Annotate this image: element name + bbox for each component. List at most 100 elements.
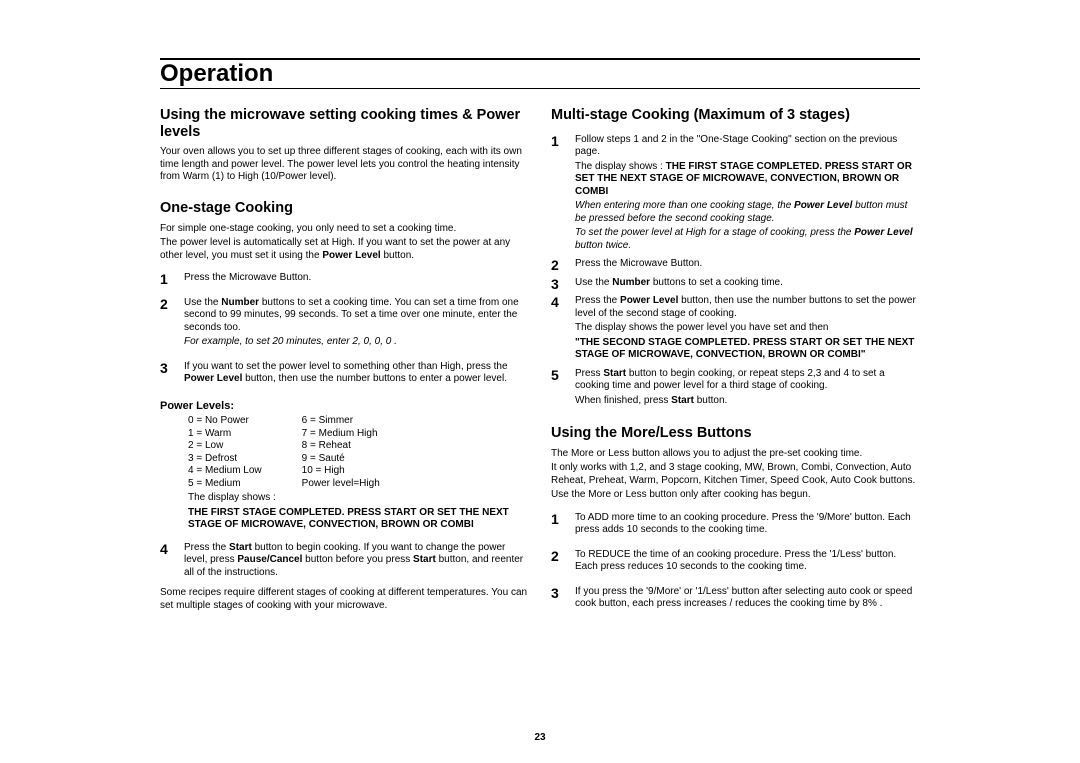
txt: Follow steps 1 and 2 in the "One-Stage C… (575, 134, 920, 159)
start-bold: Start (413, 554, 436, 565)
txt: If you press the '9/More' or '1/Less' bu… (575, 586, 920, 611)
txt: button twice. (575, 240, 631, 251)
page-number: 23 (0, 732, 1080, 743)
txt: The display shows : THE FIRST STAGE COMP… (575, 161, 920, 199)
intro-text: Your oven allows you to set up three dif… (160, 146, 529, 184)
left-column: Using the microwave setting cooking time… (160, 103, 529, 614)
txt: Use the (575, 277, 612, 288)
txt: Press the (184, 542, 229, 553)
multi-step-2: Press the Microwave Button. (575, 258, 920, 273)
txt: When entering more than one cooking stag… (575, 200, 794, 211)
power-level-bold: Power Level (854, 227, 912, 238)
txt: button before you press (302, 554, 413, 565)
display-shows: The display shows : THE FIRST STAGE COMP… (188, 492, 529, 532)
step-3: If you want to set the power level to so… (184, 361, 529, 388)
number-bold: Number (221, 297, 259, 308)
txt: button. (694, 395, 727, 406)
right-column: Multi-stage Cooking (Maximum of 3 stages… (551, 103, 920, 614)
heading-one-stage: One-stage Cooking (160, 200, 529, 217)
heading-multi: Multi-stage Cooking (Maximum of 3 stages… (551, 107, 920, 124)
txt: Press (575, 368, 603, 379)
levels-left: 0 = No Power 1 = Warm 2 = Low 3 = Defros… (188, 415, 262, 490)
txt: When entering more than one cooking stag… (575, 200, 920, 225)
power-level-bold: Power Level (184, 373, 242, 384)
txt: To REDUCE the time of an cooking procedu… (575, 549, 920, 574)
heading-more-less: Using the More/Less Buttons (551, 425, 920, 442)
step-1: Press the Microwave Button. (184, 272, 529, 287)
power-level-bold: Power Level (322, 250, 380, 261)
top-rule (160, 58, 920, 60)
step-4: Press the Start button to begin cooking.… (184, 542, 529, 582)
number-bold: Number (612, 277, 650, 288)
step-4-block: 4 Press the Start button to begin cookin… (160, 542, 529, 582)
power-level-bold: Power Level (620, 295, 678, 306)
step-num: 4 (551, 295, 569, 364)
txt: Use the Number buttons to set a cooking … (575, 277, 920, 290)
txt: Use the (184, 297, 221, 308)
more-less-steps: 1 To ADD more time to an cooking procedu… (551, 512, 920, 613)
after-step4: Some recipes require different stages of… (160, 587, 529, 612)
txt: The display shows : (188, 492, 529, 505)
power-level-bold: Power Level (794, 200, 852, 211)
start-bold: Start (671, 395, 694, 406)
step-num: 2 (160, 297, 178, 351)
heading-power-levels: Power Levels: (160, 400, 529, 414)
step-num: 2 (551, 258, 569, 273)
txt: Press the Microwave Button. (184, 272, 529, 285)
txt: To set the power level at High for a sta… (575, 227, 854, 238)
levels-right: 6 = Simmer 7 = Medium High 8 = Reheat 9 … (302, 415, 380, 490)
one-stage-p1: For simple one-stage cooking, you only n… (160, 223, 529, 236)
txt: The More or Less button allows you to ad… (551, 448, 920, 461)
step-num: 1 (551, 134, 569, 255)
txt: buttons to set a cooking time. (650, 277, 783, 288)
display-bold: THE FIRST STAGE COMPLETED. PRESS START O… (188, 507, 509, 531)
one-stage-steps: 1 Press the Microwave Button. 2 Use the … (160, 272, 529, 388)
one-stage-p2: The power level is automatically set at … (160, 237, 529, 262)
step-num: 3 (551, 586, 569, 613)
multi-step-3: Use the Number buttons to set a cooking … (575, 277, 920, 292)
txt: The display shows the power level you ha… (575, 322, 920, 335)
txt: If you want to set the power level to so… (184, 361, 529, 386)
heading-using: Using the microwave setting cooking time… (160, 107, 529, 140)
txt: Press the (575, 295, 620, 306)
multi-step-1: Follow steps 1 and 2 in the "One-Stage C… (575, 134, 920, 255)
txt: To ADD more time to an cooking procedure… (575, 512, 920, 537)
pause-bold: Pause/Cancel (237, 554, 302, 565)
txt: To set the power level at High for a sta… (575, 227, 920, 252)
step-2: Use the Number buttons to set a cooking … (184, 297, 529, 351)
txt: It only works with 1,2, and 3 stage cook… (551, 462, 920, 487)
chapter-title: Operation (160, 62, 920, 86)
power-levels-table: 0 = No Power 1 = Warm 2 = Low 3 = Defros… (188, 415, 529, 490)
txt: Use the More or Less button only after c… (551, 489, 920, 502)
step-num: 2 (551, 549, 569, 576)
start-bold: Start (603, 368, 626, 379)
txt: Press the Start button to begin cooking.… (184, 542, 529, 580)
txt: When finished, press Start button. (575, 395, 920, 408)
txt: Press Start button to begin cooking, or … (575, 368, 920, 393)
step-num: 1 (551, 512, 569, 539)
ml-step-2: To REDUCE the time of an cooking procedu… (575, 549, 920, 576)
rule-under-title (160, 88, 920, 89)
multi-steps: 1 Follow steps 1 and 2 in the "One-Stage… (551, 134, 920, 410)
ml-step-1: To ADD more time to an cooking procedure… (575, 512, 920, 539)
multi-step-5: Press Start button to begin cooking, or … (575, 368, 920, 410)
ml-step-3: If you press the '9/More' or '1/Less' bu… (575, 586, 920, 613)
txt: The display shows : (575, 161, 666, 172)
start-bold: Start (229, 542, 252, 553)
step-num: 1 (160, 272, 178, 287)
txt: When finished, press (575, 395, 671, 406)
txt: Press the Power Level button, then use t… (575, 295, 920, 320)
display-bold: "THE SECOND STAGE COMPLETED. PRESS START… (575, 337, 914, 361)
txt: button, then use the number buttons to e… (242, 373, 507, 384)
txt: button. (381, 250, 414, 261)
step-num: 5 (551, 368, 569, 410)
txt: Press the Microwave Button. (575, 258, 920, 271)
two-columns: Using the microwave setting cooking time… (160, 103, 920, 614)
example-italic: For example, to set 20 minutes, enter 2,… (184, 336, 529, 349)
step-num: 3 (551, 277, 569, 292)
multi-step-4: Press the Power Level button, then use t… (575, 295, 920, 364)
step-num: 3 (160, 361, 178, 388)
step-num: 4 (160, 542, 178, 582)
txt: If you want to set the power level to so… (184, 361, 508, 372)
txt: Use the Number buttons to set a cooking … (184, 297, 529, 335)
